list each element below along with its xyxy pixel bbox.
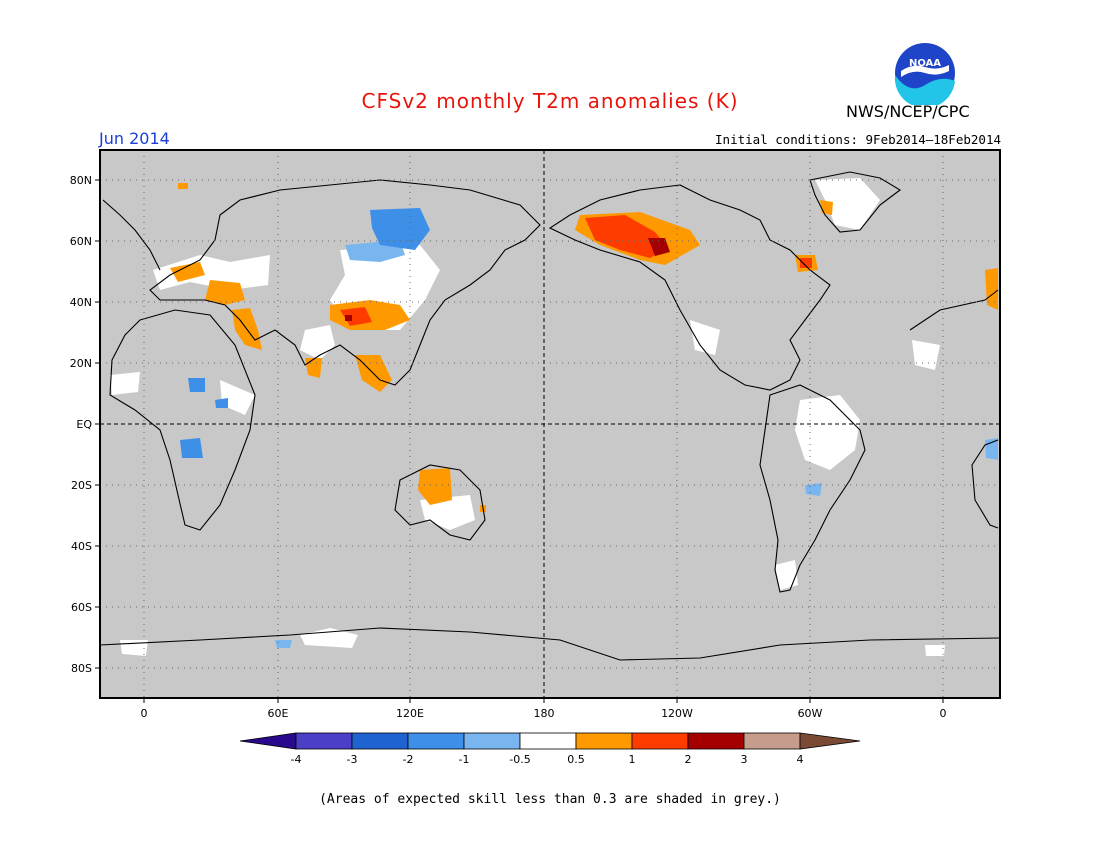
lat-label: 80S xyxy=(71,662,92,675)
lon-label: 60E xyxy=(268,707,289,720)
colorbar-labels: -4 -3 -2 -1 -0.5 0.5 1 2 3 4 xyxy=(291,753,804,766)
lat-label: 40S xyxy=(71,540,92,553)
colorbar-cell xyxy=(463,732,521,750)
lat-label: 40N xyxy=(70,296,92,309)
very-strong-warm-anomalies xyxy=(345,238,670,321)
strong-warm-anomalies xyxy=(340,215,812,326)
colorbar-label: 1 xyxy=(629,753,636,766)
noaa-logo-text: NOAA xyxy=(909,58,941,69)
latitude-labels: 80N 60N 40N 20N EQ 20S 40S 60S 80S xyxy=(70,174,93,675)
lon-label: 60W xyxy=(798,707,823,720)
lat-label: 60N xyxy=(70,235,92,248)
colorbar-cell-gt4 xyxy=(799,732,861,750)
colorbar-cell xyxy=(407,732,465,750)
initial-conditions: Initial conditions: 9Feb2014–18Feb2014 xyxy=(715,132,1001,147)
org-label: NWS/NCEP/CPC xyxy=(846,102,970,121)
lon-label: 120W xyxy=(661,707,693,720)
forecast-month: Jun 2014 xyxy=(99,129,170,148)
axis-ticks xyxy=(95,179,944,703)
colorbar-cell xyxy=(575,732,633,750)
colorbar-label: 4 xyxy=(797,753,804,766)
noaa-logo: NOAA xyxy=(894,43,955,105)
lon-label: 180 xyxy=(534,707,555,720)
colorbar-label: -3 xyxy=(347,753,358,766)
colorbar-cell xyxy=(743,732,801,750)
colorbar-label: 3 xyxy=(741,753,748,766)
colorbar-cell xyxy=(295,732,353,750)
colorbar xyxy=(239,732,861,750)
colorbar-label: -1 xyxy=(459,753,470,766)
colorbar-cell xyxy=(687,732,745,750)
lon-label: 120E xyxy=(396,707,424,720)
colorbar-label: 2 xyxy=(685,753,692,766)
colorbar-cell-lt-minus4 xyxy=(239,732,297,750)
lat-label: 20S xyxy=(71,479,92,492)
lon-label: 0 xyxy=(141,707,148,720)
lat-label: EQ xyxy=(76,418,92,431)
coastlines xyxy=(100,171,1000,661)
gridlines xyxy=(100,150,1000,698)
lon-label: 0 xyxy=(940,707,947,720)
colorbar-label: -0.5 xyxy=(509,753,530,766)
colorbar-label: -4 xyxy=(291,753,302,766)
cold-anomalies xyxy=(180,208,430,458)
lat-label: 20N xyxy=(70,357,92,370)
colorbar-label: 0.5 xyxy=(567,753,585,766)
colorbar-cell xyxy=(519,732,577,750)
colorbar-label: -2 xyxy=(403,753,414,766)
lat-label: 60S xyxy=(71,601,92,614)
skill-note: (Areas of expected skill less than 0.3 a… xyxy=(319,792,781,807)
colorbar-cell xyxy=(631,732,689,750)
colorbar-cell xyxy=(351,732,409,750)
lat-label: 80N xyxy=(70,174,92,187)
longitude-labels: 0 60E 120E 180 120W 60W 0 xyxy=(141,707,947,720)
map-title: CFSv2 monthly T2m anomalies (K) xyxy=(361,89,739,113)
